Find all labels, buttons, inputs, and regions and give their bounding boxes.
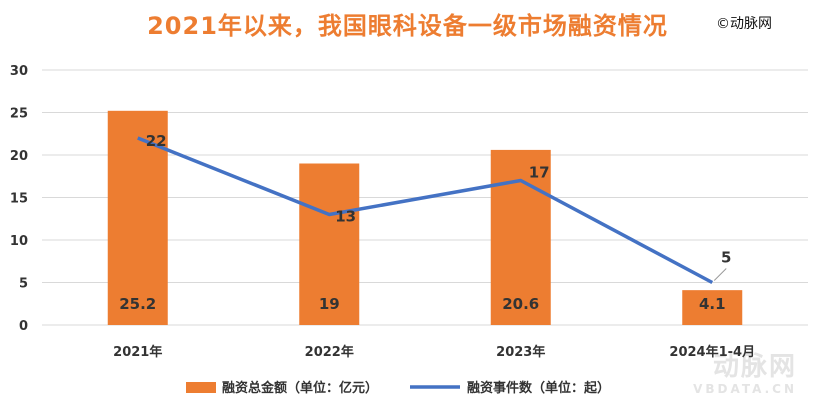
x-axis: 2021年 2022年 2023年 2024年1-4月	[113, 344, 755, 360]
line-data-label: 17	[529, 164, 550, 182]
bar-data-label: 20.6	[502, 295, 539, 313]
bar-data-label: 19	[319, 295, 340, 313]
watermark-bottom: 动脉网 VBDATA.CN	[693, 354, 797, 395]
watermark-bottom-sub: VBDATA.CN	[693, 382, 797, 396]
x-tick-label: 2023年	[496, 344, 545, 360]
legend-bar-label: 融资总金额（单位：亿元）	[222, 380, 378, 396]
x-tick-label: 2024年1-4月	[669, 344, 755, 360]
y-axis: 0 5 10 15 20 25 30	[10, 64, 28, 334]
legend-line-label: 融资事件数（单位：起）	[467, 380, 610, 396]
y-tick-label: 20	[10, 149, 28, 164]
y-tick-label: 10	[10, 234, 28, 249]
x-tick-label: 2022年	[305, 344, 354, 360]
line-data-label: 22	[146, 132, 167, 150]
y-tick-label: 5	[19, 277, 28, 292]
legend: 融资总金额（单位：亿元） 融资事件数（单位：起）	[186, 380, 610, 396]
y-tick-label: 30	[10, 64, 28, 79]
line-data-label: 13	[335, 208, 356, 226]
watermark-bottom-main: 动脉网	[712, 352, 797, 382]
line-series: 22 13 17 5	[137, 132, 731, 285]
bar	[299, 163, 360, 325]
chart-title: 2021年以来，我国眼科设备一级市场融资情况	[147, 12, 668, 40]
y-tick-label: 25	[10, 107, 28, 122]
x-tick-label: 2021年	[113, 344, 162, 360]
line-data-label: 5	[721, 249, 731, 267]
watermark-top: ©动脉网	[716, 16, 772, 32]
legend-bar-swatch	[186, 382, 216, 393]
bar-series: 25.2 19 20.6 4.1	[107, 110, 743, 325]
bar	[682, 290, 743, 325]
bar-data-label: 25.2	[119, 295, 156, 313]
bar-data-label: 4.1	[699, 295, 726, 313]
leader-line	[713, 268, 727, 281]
y-tick-label: 15	[10, 192, 28, 207]
line-path	[137, 136, 714, 285]
y-tick-label: 0	[19, 319, 28, 334]
